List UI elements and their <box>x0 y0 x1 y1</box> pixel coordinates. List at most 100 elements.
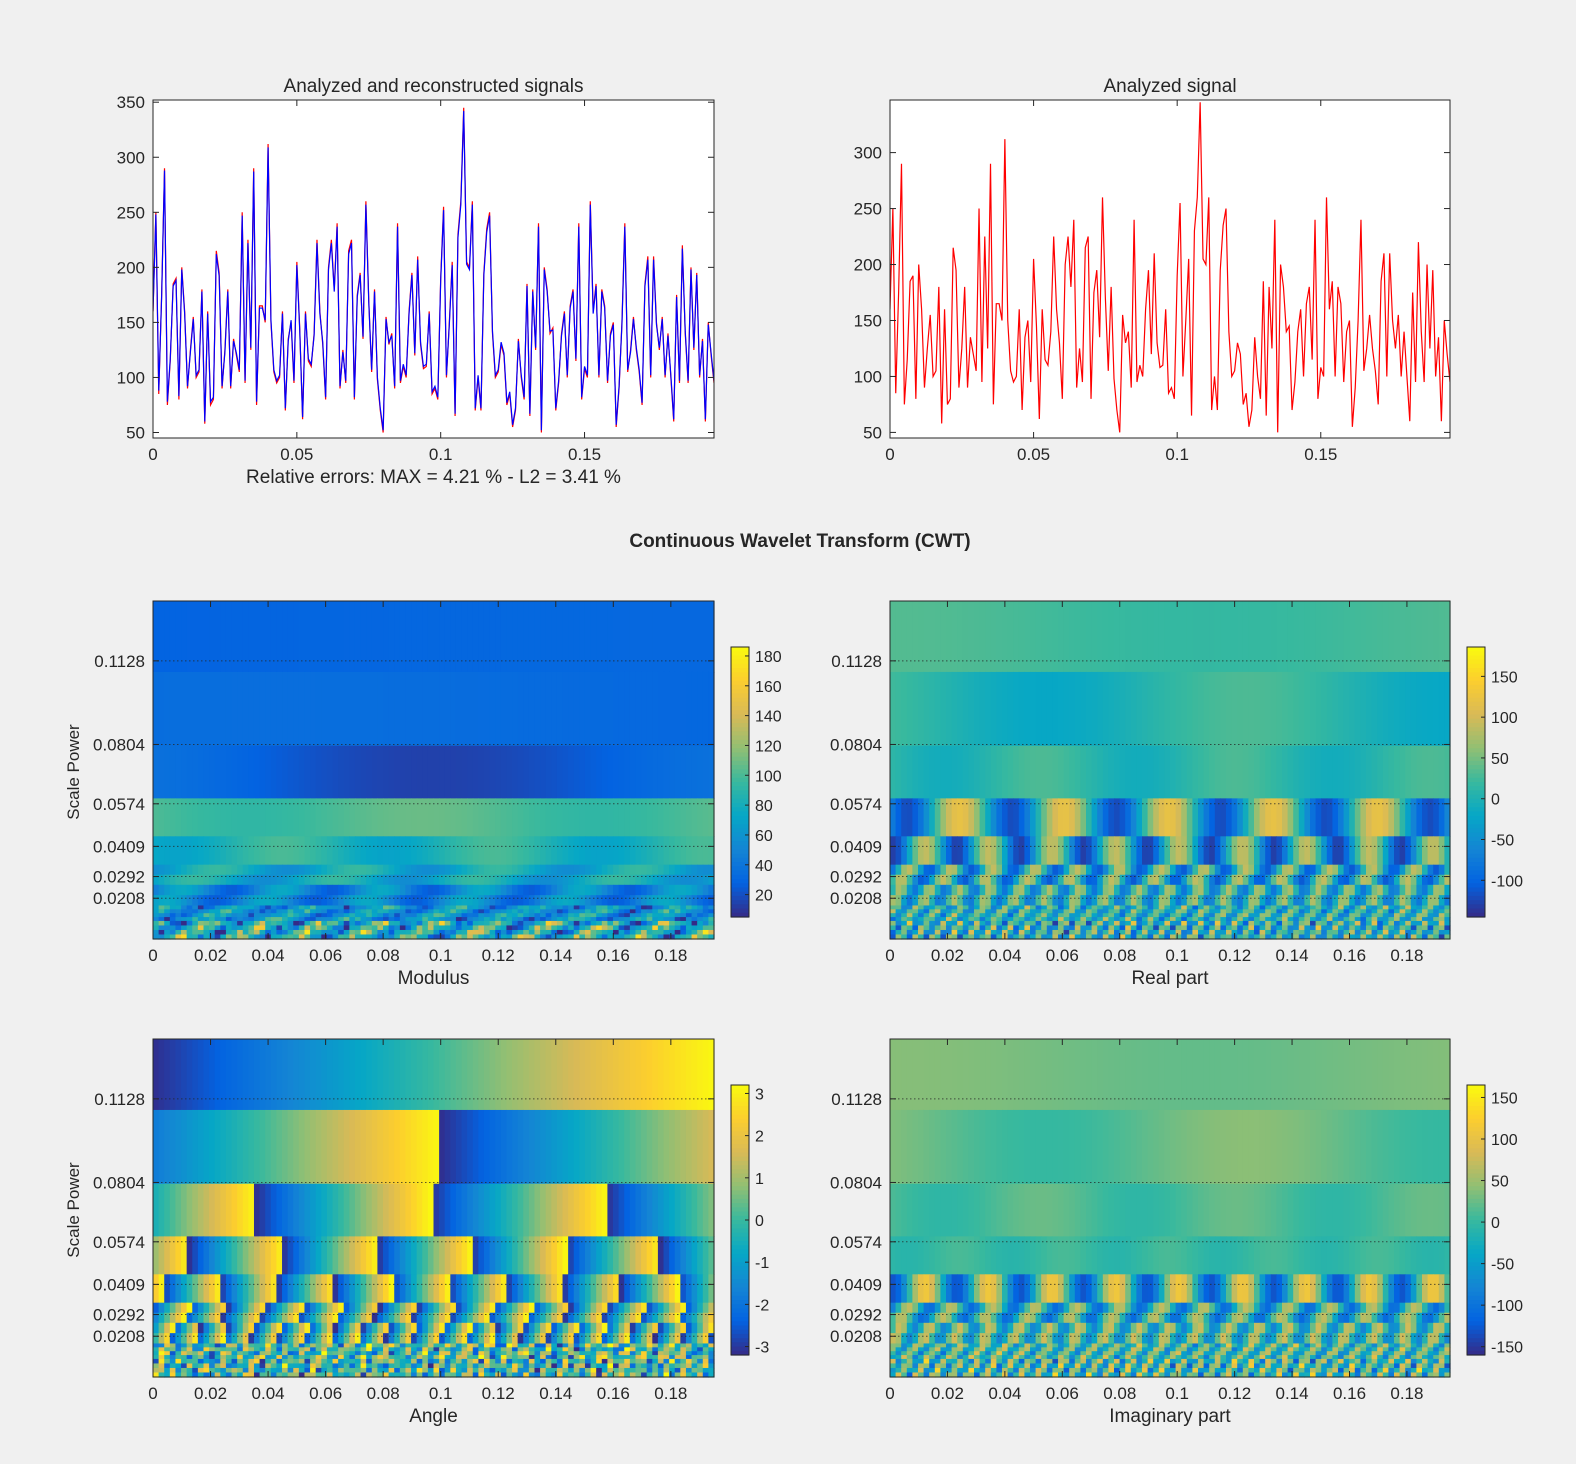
heatmap-cell <box>596 874 603 886</box>
heatmap-cell <box>657 920 665 927</box>
heatmap-cell <box>467 836 474 866</box>
heatmap-cell <box>422 798 429 837</box>
heatmap-cell <box>613 1236 620 1275</box>
heatmap-cell <box>1360 934 1367 940</box>
heatmap-cell <box>1114 836 1121 866</box>
heatmap-cell <box>646 1347 653 1352</box>
heatmap-cell <box>472 920 479 927</box>
heatmap-cell <box>1069 905 1076 910</box>
heatmap-cell <box>360 1322 367 1334</box>
heatmap-cell <box>1360 601 1367 673</box>
heatmap-cell <box>1069 836 1076 866</box>
heatmap-cell <box>990 745 997 799</box>
heatmap-cell <box>343 934 350 940</box>
heatmap-cell <box>270 1109 278 1185</box>
heatmap-cell <box>253 1343 261 1348</box>
heatmap-cell <box>164 601 171 673</box>
heatmap-cell <box>483 925 491 931</box>
heatmap-cell <box>551 1109 558 1185</box>
heatmap-cell <box>624 1333 631 1345</box>
heatmap-cell <box>310 601 317 673</box>
heatmap-cell <box>1203 929 1210 936</box>
heatmap-cell <box>259 1347 266 1352</box>
heatmap-cell <box>444 798 451 837</box>
heatmap-cell <box>912 929 919 936</box>
heatmap-cell <box>500 884 508 896</box>
y-tick-label: 250 <box>117 203 145 222</box>
heatmap-cell <box>1102 929 1109 936</box>
heatmap-cell <box>1181 934 1188 940</box>
heatmap-cell <box>1399 925 1406 931</box>
heatmap-cell <box>383 836 390 866</box>
heatmap-cell <box>1399 913 1406 918</box>
heatmap-cell <box>495 925 502 931</box>
heatmap-cell <box>455 1039 463 1111</box>
heatmap-cell <box>1343 836 1350 866</box>
heatmap-cell <box>635 884 642 896</box>
heatmap-cell <box>590 671 597 747</box>
heatmap-cell <box>478 920 485 927</box>
heatmap-cell <box>248 925 255 931</box>
heatmap-cell <box>584 798 592 837</box>
heatmap-cell <box>1175 913 1182 918</box>
heatmap-cell <box>399 1343 407 1348</box>
heatmap-cells <box>153 1039 715 1378</box>
heatmap-cell <box>405 671 412 747</box>
heatmap-cell <box>203 925 210 931</box>
heatmap-cell <box>540 905 547 910</box>
heatmap-cell <box>646 920 653 927</box>
heatmap-cell <box>551 671 558 747</box>
heatmap-cell <box>1287 874 1294 886</box>
heatmap-cell <box>1438 798 1445 837</box>
heatmap-cell <box>596 1333 603 1345</box>
heatmap-cell <box>377 798 384 837</box>
heatmap-cell <box>556 671 564 747</box>
heatmap-cell <box>377 601 384 673</box>
heatmap-cell <box>979 895 986 907</box>
heatmap-cell <box>422 1343 429 1348</box>
heatmap-cell <box>1326 934 1333 940</box>
heatmap-cell <box>209 745 216 799</box>
heatmap-cell <box>186 1322 193 1334</box>
heatmap-cell <box>310 934 317 940</box>
heatmap-cell <box>310 1274 317 1304</box>
heatmap-cell <box>568 1039 575 1111</box>
heatmap-cell <box>416 895 423 907</box>
heatmap-cell <box>551 925 558 931</box>
heatmap-cell <box>371 1322 378 1334</box>
heatmap-cell <box>1175 745 1182 799</box>
heatmap-cell <box>282 1347 289 1352</box>
heatmap-cell <box>979 934 986 940</box>
heatmap-cell <box>461 798 468 837</box>
x-tick-label: 0.08 <box>367 946 400 965</box>
heatmap-cell <box>416 1351 423 1356</box>
heatmap-cell <box>1080 905 1087 910</box>
heatmap-cell <box>946 895 953 907</box>
heatmap-cell <box>708 798 715 837</box>
heatmap-cell <box>203 1039 210 1111</box>
heatmap-cell <box>918 905 925 910</box>
x-tick-label: 0.02 <box>931 946 964 965</box>
heatmap-cell <box>1371 895 1378 907</box>
heatmap-cell <box>259 864 266 876</box>
heatmap-cell <box>702 934 709 940</box>
heatmap-cell <box>1282 836 1289 866</box>
heatmap-cell <box>624 929 631 936</box>
heatmap-cell <box>1259 874 1266 886</box>
heatmap-cell <box>1052 864 1059 876</box>
heatmap-cell <box>1058 864 1065 876</box>
heatmap-cell <box>517 864 524 876</box>
x-tick-label: 0.16 <box>597 946 630 965</box>
heatmap-cell <box>377 884 384 896</box>
heatmap-cell <box>601 1322 609 1334</box>
heatmap-cell <box>181 913 188 918</box>
heatmap-cell <box>551 917 558 922</box>
heatmap-cell <box>1298 929 1305 936</box>
heatmap-cell <box>1405 925 1412 931</box>
heatmap-cell <box>164 836 171 866</box>
heatmap-cell <box>500 1312 508 1324</box>
heatmap-cell <box>912 934 919 940</box>
heatmap-cell <box>1058 905 1065 910</box>
heatmap-cell <box>326 671 334 747</box>
heatmap-cell <box>641 798 648 837</box>
